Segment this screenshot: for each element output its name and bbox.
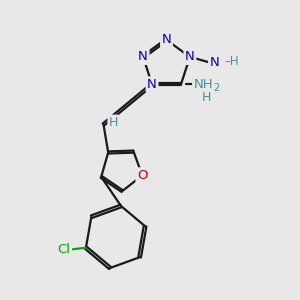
Text: N: N: [138, 50, 148, 63]
Text: NH: NH: [194, 78, 213, 91]
Text: –H: –H: [224, 55, 239, 68]
Text: O: O: [137, 169, 148, 182]
Text: N: N: [210, 56, 219, 69]
Text: 2: 2: [213, 83, 219, 93]
Text: N: N: [162, 33, 171, 46]
Text: H: H: [108, 116, 118, 129]
Text: N: N: [147, 78, 157, 91]
Text: Cl: Cl: [58, 243, 70, 256]
Text: N: N: [185, 50, 195, 63]
Text: H: H: [202, 91, 211, 103]
